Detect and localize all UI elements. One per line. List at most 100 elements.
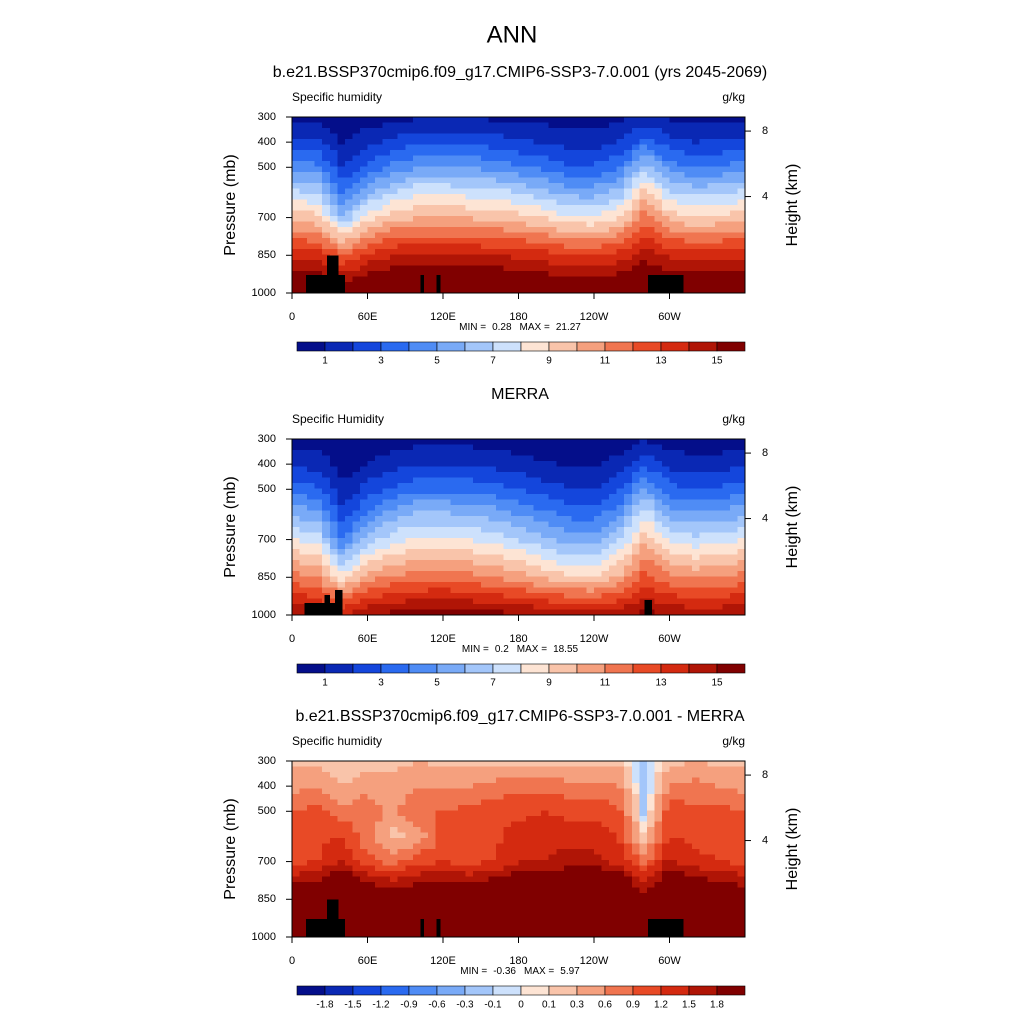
- contour-cell: [427, 810, 437, 817]
- contour-cell: [443, 494, 452, 501]
- contour-cell: [737, 488, 746, 495]
- contour-cell: [405, 909, 414, 916]
- contour-cell: [322, 860, 331, 867]
- contour-cell: [533, 161, 542, 168]
- contour-cell: [556, 587, 565, 594]
- contour-cell: [329, 216, 338, 223]
- contour-cell: [458, 199, 467, 206]
- contour-cell: [390, 510, 399, 517]
- contour-cell: [314, 865, 323, 872]
- contour-cell: [722, 249, 731, 256]
- contour-cell: [616, 543, 625, 550]
- contour-cell: [684, 276, 693, 283]
- contour-cell: [722, 282, 731, 289]
- contour-cell: [458, 249, 467, 256]
- contour-cell: [510, 788, 520, 795]
- contour-cell: [488, 799, 497, 806]
- contour-cell: [699, 260, 708, 267]
- contour-cell: [714, 593, 723, 600]
- contour-cell: [661, 133, 671, 140]
- contour-cell: [714, 205, 723, 212]
- contour-cell: [684, 576, 693, 583]
- contour-cell: [367, 161, 376, 168]
- contour-cell: [518, 177, 527, 184]
- contour-cell: [397, 216, 406, 223]
- contour-cell: [609, 276, 618, 283]
- contour-cell: [382, 221, 391, 228]
- contour-cell: [503, 549, 512, 556]
- contour-cell: [729, 161, 739, 168]
- contour-cell: [359, 232, 369, 239]
- contour-cell: [390, 188, 399, 195]
- contour-cell: [299, 799, 308, 806]
- contour-cell: [495, 276, 504, 283]
- contour-cell: [299, 155, 308, 162]
- contour-cell: [307, 766, 316, 773]
- contour-cell: [450, 898, 459, 905]
- contour-cell: [458, 898, 467, 905]
- contour-cell: [390, 122, 399, 129]
- contour-cell: [405, 499, 414, 506]
- contour-cell: [329, 788, 338, 795]
- contour-cell: [465, 794, 474, 801]
- contour-cell: [344, 199, 353, 206]
- contour-cell: [390, 805, 399, 812]
- contour-cell: [450, 805, 459, 812]
- contour-cell: [503, 593, 512, 600]
- contour-cell: [427, 893, 437, 900]
- contour-cell: [495, 488, 504, 495]
- contour-cell: [601, 483, 610, 490]
- contour-cell: [563, 439, 572, 446]
- contour-cell: [661, 172, 671, 179]
- contour-cell: [307, 466, 316, 473]
- contour-cell: [443, 510, 452, 517]
- contour-cell: [450, 549, 459, 556]
- contour-cell: [329, 543, 338, 550]
- contour-cell: [526, 260, 535, 267]
- contour-cell: [359, 444, 369, 451]
- contour-cell: [510, 483, 520, 490]
- contour-cell: [344, 455, 353, 462]
- contour-cell: [722, 549, 731, 556]
- contour-cell: [299, 183, 308, 190]
- contour-cell: [692, 516, 701, 523]
- contour-cell: [329, 232, 338, 239]
- contour-cell: [375, 450, 384, 457]
- contour-cell: [375, 282, 384, 289]
- contour-cell: [382, 466, 391, 473]
- contour-cell: [480, 455, 489, 462]
- x-tick-label: 120E: [430, 311, 456, 323]
- contour-cell: [367, 183, 376, 190]
- contour-cell: [677, 249, 686, 256]
- contour-cell: [609, 243, 618, 250]
- contour-cell: [443, 904, 452, 911]
- contour-cell: [488, 194, 497, 201]
- contour-cell: [329, 799, 338, 806]
- contour-cell: [405, 893, 414, 900]
- colorbar-label: 13: [655, 678, 667, 689]
- contour-cell: [382, 271, 391, 278]
- contour-cell: [488, 816, 497, 823]
- contour-cell: [382, 893, 391, 900]
- contour-cell: [359, 604, 369, 611]
- contour-cell: [359, 926, 369, 933]
- contour-cell: [375, 210, 384, 217]
- contour-cell: [578, 150, 588, 157]
- contour-cell: [480, 538, 489, 545]
- contour-cell: [654, 571, 663, 578]
- contour-cell: [661, 477, 671, 484]
- contour-cell: [571, 254, 580, 261]
- contour-cell: [533, 543, 542, 550]
- contour-cell: [299, 188, 308, 195]
- contour-cell: [480, 161, 489, 168]
- contour-cell: [624, 183, 633, 190]
- contour-cell: [699, 221, 708, 228]
- contour-cell: [314, 799, 323, 806]
- contour-cell: [729, 538, 739, 545]
- contour-cell: [624, 227, 633, 234]
- contour-cell: [473, 810, 482, 817]
- contour-cell: [412, 199, 421, 206]
- contour-cell: [375, 931, 384, 938]
- contour-cell: [473, 260, 482, 267]
- contour-cell: [405, 838, 414, 845]
